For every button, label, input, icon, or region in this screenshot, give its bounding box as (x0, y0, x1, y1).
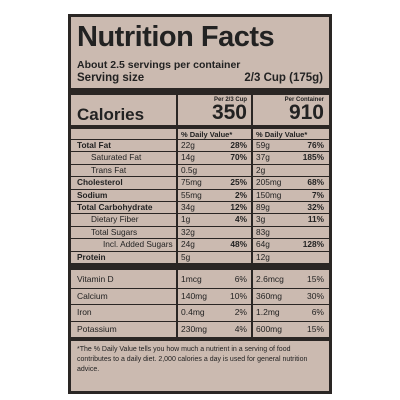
row-rule (71, 163, 329, 165)
daily-value: 4% (235, 214, 247, 225)
daily-value: 128% (302, 239, 324, 250)
column-divider (176, 95, 178, 339)
amount: 64g (256, 239, 270, 250)
amount: 22g (181, 140, 195, 151)
nutrient-name: Total Fat (77, 140, 111, 151)
amount: 1mcg (181, 274, 202, 284)
nutrient-name: Total Carbohydrate (77, 202, 153, 213)
row-rule (71, 139, 329, 140)
column-divider (251, 95, 253, 339)
amount: 55mg (181, 189, 202, 200)
daily-value: 25% (230, 177, 247, 188)
nutrient-name: Calcium (77, 290, 108, 301)
daily-value: 48% (230, 239, 247, 250)
row-rule (71, 176, 329, 178)
amount: 600mg (256, 323, 282, 334)
nutrient-name: Vitamin D (77, 274, 114, 284)
medium-rule (71, 337, 329, 341)
nutrient-name: Potassium (77, 323, 117, 334)
amount: 1g (181, 214, 191, 225)
row-rule (71, 250, 329, 252)
thick-rule (71, 263, 329, 270)
amount: 205mg (256, 177, 282, 188)
nutrition-label: Nutrition Facts About 2.5 servings per c… (68, 14, 332, 394)
amount: 3g (256, 214, 266, 225)
amount: 2g (256, 164, 266, 175)
daily-value: 6% (311, 307, 324, 317)
daily-value: 30% (306, 290, 324, 301)
amount: 24g (181, 239, 195, 250)
nutrient-name: Iron (77, 307, 92, 317)
daily-value: 185% (302, 152, 324, 163)
amount: 32g (181, 226, 195, 237)
amount: 12g (256, 251, 270, 262)
amount: 89g (256, 202, 270, 213)
amount: 2.6mcg (256, 274, 284, 284)
amount: 14g (181, 152, 195, 163)
medium-rule (71, 125, 329, 129)
serving-size-label: Serving size (77, 72, 145, 84)
daily-value: 6% (234, 274, 247, 284)
dv-header: % Daily Value* (181, 130, 233, 139)
amount: 83g (256, 226, 270, 237)
row-rule (71, 225, 329, 227)
daily-value: 70% (230, 152, 247, 163)
dv-header: % Daily Value* (256, 130, 308, 139)
calories-value: 350 (211, 101, 247, 124)
amount: 0.4mg (181, 307, 205, 317)
amount: 34g (181, 202, 195, 213)
daily-value: 11% (307, 214, 324, 225)
nutrient-name: Total Sugars (91, 226, 138, 237)
daily-value: 15% (306, 323, 324, 334)
row-rule (71, 201, 329, 202)
daily-value: 76% (307, 140, 324, 151)
daily-value: 2% (235, 189, 247, 200)
footnote: *The % Daily Value tells you how much a … (77, 346, 308, 373)
amount: 360mg (256, 290, 282, 301)
row-rule (71, 151, 329, 153)
title: Nutrition Facts (77, 21, 275, 53)
nutrient-name: Saturated Fat (91, 152, 142, 163)
nutrient-name: Dietary Fiber (91, 214, 139, 225)
row-rule (71, 213, 329, 215)
amount: 140mg (181, 290, 207, 301)
daily-value: 32% (307, 202, 324, 213)
nutrient-name: Cholesterol (77, 177, 123, 188)
nutrient-name: Trans Fat (91, 164, 127, 175)
nutrient-name: Sodium (77, 189, 108, 200)
amount: 5g (181, 251, 191, 262)
amount: 59g (256, 140, 270, 151)
amount: 0.5g (181, 164, 198, 175)
column-header: Per 2/3 Cup (213, 97, 247, 103)
daily-value: 15% (306, 274, 324, 284)
daily-value: 2% (234, 307, 247, 317)
amount: 75mg (181, 177, 202, 188)
calories-value: 910 (288, 101, 324, 124)
daily-value: 12% (230, 202, 247, 213)
row-rule (71, 188, 329, 190)
amount: 150mg (256, 189, 282, 200)
daily-value: 68% (307, 177, 324, 188)
amount: 230mg (181, 323, 207, 334)
row-rule (71, 238, 329, 240)
thick-rule (71, 88, 329, 95)
column-header: Per Container (284, 97, 324, 103)
daily-value: 7% (312, 189, 324, 200)
servings: About 2.5 servings per container (77, 59, 241, 71)
row-rule (71, 287, 329, 289)
serving-size: 2/3 Cup (175g) (244, 72, 323, 84)
daily-value: 10% (229, 290, 247, 301)
row-rule (71, 304, 329, 305)
nutrient-name: Incl. Added Sugars (103, 239, 173, 250)
amount: 37g (256, 152, 270, 163)
daily-value: 4% (234, 323, 247, 334)
nutrient-name: Protein (77, 251, 106, 262)
calories-label: Calories (77, 105, 145, 124)
amount: 1.2mg (256, 307, 280, 317)
daily-value: 28% (230, 140, 247, 151)
row-rule (71, 320, 329, 322)
